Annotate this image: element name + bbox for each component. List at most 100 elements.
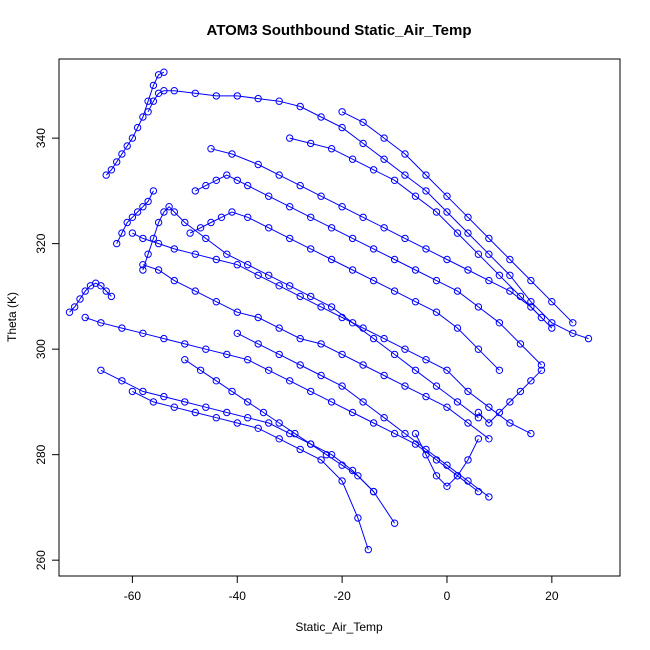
data-point xyxy=(380,334,388,343)
plot-frame xyxy=(58,58,621,577)
data-point xyxy=(107,166,116,174)
data-point xyxy=(202,345,210,353)
data-point xyxy=(191,287,200,295)
data-point xyxy=(307,292,315,301)
data-point xyxy=(128,213,137,222)
data-point xyxy=(128,134,137,142)
data-point xyxy=(527,303,535,311)
data-point xyxy=(296,102,304,111)
series-line xyxy=(184,359,374,492)
data-point xyxy=(118,377,126,385)
data-point xyxy=(191,187,200,195)
data-point xyxy=(149,398,158,406)
data-point xyxy=(275,97,283,105)
data-point xyxy=(432,308,441,316)
data-point xyxy=(154,239,163,248)
data-point xyxy=(265,366,273,374)
data-point xyxy=(113,239,121,248)
data-point xyxy=(207,145,215,153)
data-point xyxy=(401,234,409,243)
data-point xyxy=(191,250,200,258)
data-point xyxy=(76,295,84,303)
data-point xyxy=(223,350,231,359)
data-point xyxy=(537,313,546,322)
data-point xyxy=(516,340,525,348)
data-point xyxy=(411,366,420,374)
data-point xyxy=(348,408,357,417)
y-tick-label: 340 xyxy=(34,128,48,148)
data-point xyxy=(212,377,221,385)
data-point xyxy=(548,298,556,306)
data-point xyxy=(348,155,357,163)
data-point xyxy=(348,266,357,274)
data-point xyxy=(286,282,294,290)
data-point xyxy=(160,68,168,76)
data-point xyxy=(422,356,430,364)
data-point xyxy=(390,350,399,359)
data-point xyxy=(133,123,142,132)
data-point xyxy=(217,213,226,222)
data-point xyxy=(296,361,304,369)
data-point xyxy=(338,461,346,469)
data-point xyxy=(584,334,593,343)
data-point xyxy=(233,92,242,100)
data-point xyxy=(139,387,147,396)
data-point xyxy=(233,261,242,269)
series-line xyxy=(142,205,479,419)
data-point xyxy=(464,213,472,222)
data-point xyxy=(244,213,252,222)
data-point xyxy=(411,192,420,200)
data-point xyxy=(133,208,142,216)
data-point xyxy=(212,176,221,185)
data-point xyxy=(170,276,179,285)
data-point xyxy=(181,398,189,406)
data-point xyxy=(233,329,242,337)
data-point xyxy=(485,276,493,285)
data-point xyxy=(181,218,189,227)
data-point xyxy=(244,181,252,190)
data-point xyxy=(411,266,420,274)
data-point xyxy=(527,429,535,438)
data-point xyxy=(71,303,79,311)
data-point xyxy=(191,89,200,98)
data-point xyxy=(286,234,294,243)
data-point xyxy=(228,387,236,396)
data-point xyxy=(160,87,168,95)
data-point xyxy=(411,298,420,306)
data-point xyxy=(275,419,283,427)
data-point xyxy=(265,192,273,200)
data-point xyxy=(275,324,283,332)
data-point xyxy=(113,158,121,166)
data-point xyxy=(254,271,262,279)
x-tick-label: 20 xyxy=(545,589,559,603)
data-point xyxy=(453,398,462,406)
data-point xyxy=(254,313,262,322)
data-point xyxy=(443,192,451,200)
data-point xyxy=(359,398,367,406)
data-layer xyxy=(65,68,593,554)
series-line xyxy=(116,190,154,244)
series-line xyxy=(85,317,479,492)
series-line xyxy=(189,211,500,371)
data-point xyxy=(144,250,152,258)
data-point xyxy=(527,377,535,385)
data-point xyxy=(81,287,89,295)
data-point xyxy=(154,218,163,227)
x-tick-label: 0 xyxy=(444,589,451,603)
data-point xyxy=(265,419,273,427)
data-point xyxy=(123,142,131,150)
data-point xyxy=(548,319,556,327)
data-point xyxy=(338,477,346,485)
data-point xyxy=(139,234,147,243)
data-point xyxy=(443,482,451,490)
data-point xyxy=(369,245,378,253)
data-point xyxy=(97,319,105,327)
data-point xyxy=(474,408,483,417)
data-point xyxy=(196,224,205,232)
data-point xyxy=(307,139,315,148)
data-point xyxy=(202,234,210,243)
data-point xyxy=(369,166,378,174)
data-point xyxy=(422,392,430,401)
data-point xyxy=(286,203,294,211)
